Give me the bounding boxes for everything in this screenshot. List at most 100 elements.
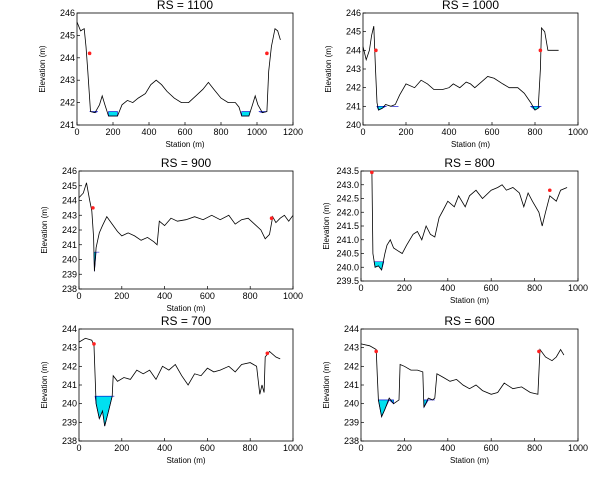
x-axis-label: Station (m) xyxy=(450,456,489,465)
x-tick-label: 1000 xyxy=(568,127,588,137)
y-tick-label: 245 xyxy=(346,27,361,37)
bank-station-marker xyxy=(92,342,96,346)
x-tick-label: 600 xyxy=(177,127,192,137)
chart-panel-2: RS = 1000 240 241 242 243 244 245 246 0 200 400 600… xyxy=(324,0,588,149)
plot-frame xyxy=(362,12,579,126)
x-tick-label: 1000 xyxy=(247,127,267,137)
y-tick-label: 244 xyxy=(62,324,77,334)
y-tick-label: 243 xyxy=(344,343,359,353)
y-tick-label: 244 xyxy=(344,324,359,334)
y-tick-label: 242 xyxy=(60,98,75,108)
y-axis-label: Elevation (m) xyxy=(40,361,49,408)
y-tick-label: 239 xyxy=(344,417,359,427)
x-axis-label: Station (m) xyxy=(166,304,205,313)
bank-station-marker xyxy=(537,349,541,354)
y-tick-label: 239 xyxy=(62,269,77,279)
y-tick-label: 246 xyxy=(346,8,361,18)
bank-station-marker xyxy=(265,51,269,56)
x-tick-label: 200 xyxy=(398,127,413,137)
y-tick-label: 241 xyxy=(60,120,75,130)
x-tick-label: 1200 xyxy=(283,127,303,137)
y-tick-label: 243 xyxy=(60,75,75,85)
y-axis-label: Elevation (m) xyxy=(322,361,331,408)
x-tick-label: 600 xyxy=(484,127,499,137)
bank-station-marker xyxy=(87,51,92,56)
y-axis-label: Elevation (m) xyxy=(40,206,49,253)
x-axis-label: Station (m) xyxy=(450,296,489,305)
bank-station-marker xyxy=(91,206,95,210)
x-tick-label: 0 xyxy=(360,127,365,137)
y-tick-label: 239 xyxy=(62,417,77,427)
chart-title: RS = 1000 xyxy=(442,0,499,12)
y-tick-label: 240 xyxy=(62,255,77,265)
chart-title: RS = 700 xyxy=(161,314,212,328)
y-tick-label: 240 xyxy=(346,120,361,130)
ground-profile-line xyxy=(371,172,568,271)
y-tick-label: 243 xyxy=(62,343,77,353)
x-tick-label: 600 xyxy=(200,443,215,453)
plot-frame xyxy=(360,328,579,442)
x-tick-label: 600 xyxy=(484,283,499,293)
bank-station-marker xyxy=(538,48,543,53)
x-tick-label: 800 xyxy=(527,443,542,453)
y-tick-label: 238 xyxy=(62,284,77,294)
ground-profile-line xyxy=(362,26,559,111)
y-tick-label: 244 xyxy=(60,53,75,63)
y-tick-label: 243 xyxy=(346,64,361,74)
bank-station-marker xyxy=(374,349,378,354)
x-tick-label: 200 xyxy=(397,283,412,293)
x-tick-label: 600 xyxy=(200,291,215,301)
y-tick-label: 238 xyxy=(62,436,77,446)
y-tick-label: 241 xyxy=(344,380,359,390)
chart-title: RS = 600 xyxy=(444,314,495,328)
x-tick-label: 600 xyxy=(484,443,499,453)
ground-profile-line xyxy=(78,337,281,427)
y-tick-label: 244 xyxy=(62,196,77,206)
y-tick-label: 243.0 xyxy=(336,180,359,190)
chart-panel-3: RS = 900 238 239 240 241 242 243 244 245 246 0 200 4… xyxy=(40,156,303,313)
chart-panel-5: RS = 700 238 239 240 241 242 243 244 0 200 400 600 8… xyxy=(40,314,303,465)
x-tick-label: 200 xyxy=(397,443,412,453)
y-tick-label: 245 xyxy=(62,181,77,191)
y-tick-label: 246 xyxy=(62,166,77,176)
x-axis-label: Station (m) xyxy=(451,140,490,149)
y-tick-label: 242 xyxy=(62,225,77,235)
y-axis-label: Elevation (m) xyxy=(38,45,47,92)
x-tick-label: 200 xyxy=(105,127,120,137)
water-surface-fill xyxy=(108,111,118,117)
y-tick-label: 240.5 xyxy=(336,249,359,259)
y-tick-label: 240 xyxy=(344,399,359,409)
x-tick-label: 0 xyxy=(74,127,79,137)
y-tick-label: 242.5 xyxy=(336,194,359,204)
plot-frame xyxy=(78,328,294,442)
y-tick-label: 245 xyxy=(60,30,75,40)
x-tick-label: 200 xyxy=(114,291,129,301)
x-tick-label: 0 xyxy=(76,291,81,301)
chart-title: RS = 800 xyxy=(444,156,495,170)
plot-frame xyxy=(78,170,294,290)
y-tick-label: 242 xyxy=(346,83,361,93)
plot-frame xyxy=(360,170,579,282)
x-tick-label: 400 xyxy=(440,443,455,453)
x-axis-label: Station (m) xyxy=(166,456,205,465)
x-tick-label: 800 xyxy=(527,127,542,137)
x-tick-label: 800 xyxy=(213,127,228,137)
x-axis-label: Station (m) xyxy=(165,140,204,149)
y-tick-label: 243.5 xyxy=(336,166,359,176)
water-surface-fill xyxy=(241,111,251,117)
x-tick-label: 400 xyxy=(440,283,455,293)
y-axis-label: Elevation (m) xyxy=(324,45,333,92)
x-tick-label: 1000 xyxy=(568,283,588,293)
bank-station-marker xyxy=(370,170,374,175)
ground-profile-line xyxy=(78,182,294,272)
x-tick-label: 0 xyxy=(358,443,363,453)
x-tick-label: 400 xyxy=(141,127,156,137)
x-tick-label: 1000 xyxy=(283,291,303,301)
y-tick-label: 241 xyxy=(62,380,77,390)
x-tick-label: 800 xyxy=(527,283,542,293)
bank-station-marker xyxy=(547,188,552,193)
ground-profile-line xyxy=(360,343,565,419)
x-tick-label: 400 xyxy=(157,443,172,453)
y-tick-label: 241.0 xyxy=(336,235,359,245)
